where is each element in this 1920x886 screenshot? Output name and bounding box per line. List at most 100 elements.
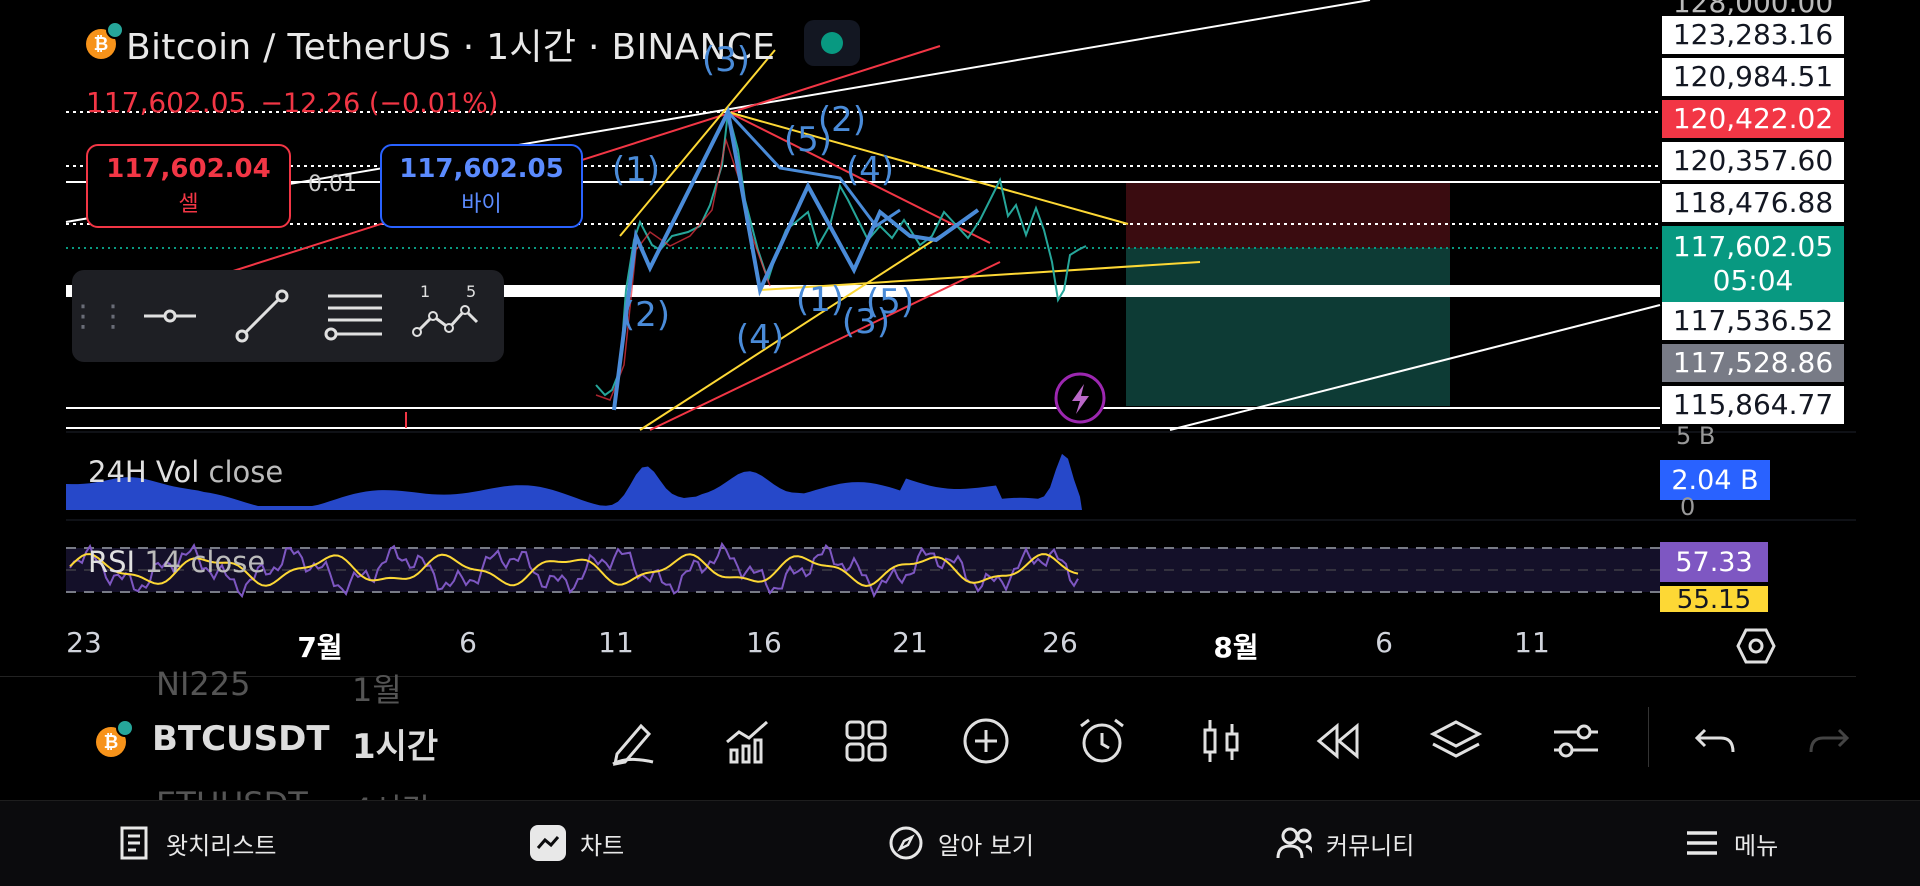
elliott-wave[interactable] (612, 105, 980, 411)
elliott-wave-label[interactable]: (4) (845, 150, 895, 190)
time-tick-month: 7월 (297, 631, 343, 664)
spread-value: 0.01 (308, 172, 357, 197)
interval-selector[interactable]: 1시간 (352, 727, 439, 767)
time-tick: 26 (1042, 626, 1078, 659)
elliott-wave-label[interactable]: (2) (621, 295, 671, 335)
time-tick: 23 (66, 626, 102, 659)
time-tick: 6 (459, 626, 477, 659)
buy-price: 117,602.05 (399, 154, 564, 184)
community-icon (1276, 825, 1312, 861)
time-tick: 16 (746, 626, 782, 659)
fib-tool-icon[interactable] (308, 270, 400, 362)
time-tick: 11 (1514, 626, 1550, 659)
rsi-title: RSI (88, 545, 136, 579)
trend-line[interactable] (229, 45, 941, 273)
rsi-value: 57.33 (1660, 542, 1768, 582)
redo-icon[interactable] (1800, 713, 1856, 769)
prev-interval[interactable]: 1월 (352, 671, 402, 709)
trend-line[interactable] (759, 261, 1201, 291)
nav-community-label: 커뮤니티 (1326, 831, 1415, 860)
trend-line-tool-icon[interactable] (216, 270, 308, 362)
nav-chart[interactable]: 차트 (530, 825, 624, 861)
watchlist-icon (116, 825, 152, 861)
elliott-wave-label[interactable]: (1) (611, 150, 661, 190)
horizontal-line-tool-icon[interactable] (124, 270, 216, 362)
nav-watchlist[interactable]: 왓치리스트 (116, 825, 276, 861)
take-profit-zone[interactable] (1126, 248, 1450, 406)
lightning-icon[interactable] (1054, 372, 1106, 424)
grid-icon[interactable] (838, 713, 894, 769)
sell-label: 셀 (178, 192, 199, 217)
time-tick: 6 (1375, 626, 1393, 659)
price-series (595, 111, 1087, 397)
candles-icon[interactable] (1194, 713, 1250, 769)
wave-label-5: 5 (466, 282, 477, 301)
elliott-wave-label[interactable]: (3) (701, 40, 751, 80)
pencil-icon[interactable] (604, 713, 660, 769)
symbol-selector[interactable]: BTCUSDT (152, 719, 330, 759)
price-change: −12.26 (−0.01%) (260, 88, 499, 119)
buy-button[interactable]: 117,602.05 바이 (380, 144, 583, 228)
rsi-legend[interactable]: RSI 14 close (88, 545, 265, 579)
nav-explore[interactable]: 알아 보기 (888, 825, 1034, 861)
add-icon[interactable] (958, 713, 1014, 769)
price-label: 117,536.52 (1662, 302, 1844, 340)
market-status-icon[interactable] (804, 20, 860, 66)
indicators-icon[interactable] (720, 713, 776, 769)
trend-line[interactable] (619, 49, 776, 237)
symbol-header[interactable]: ₿ Bitcoin / TetherUS · 1시간 · BINANCE (86, 18, 775, 70)
trend-line[interactable] (1169, 304, 1661, 431)
elliott-wave-sub[interactable] (726, 110, 901, 229)
trend-line[interactable] (727, 111, 1129, 225)
time-tick-month: 8월 (1213, 631, 1259, 664)
nav-community[interactable]: 커뮤니티 (1276, 825, 1414, 861)
price-label-high: 120,422.02 (1662, 100, 1844, 138)
drag-handle-icon[interactable]: ⋮⋮ (68, 298, 128, 334)
drawing-toolbar: ⋮⋮ 1 5 (68, 270, 504, 362)
sell-button[interactable]: 117,602.04 셀 (86, 144, 291, 228)
rsi-params: 14 close (144, 545, 266, 579)
elliott-wave-label[interactable]: (1) (795, 280, 845, 320)
time-axis[interactable]: 23 7월 6 11 16 21 26 8월 6 11 (0, 612, 1856, 676)
prev-symbol[interactable]: NI225 (156, 665, 251, 703)
price-label: 120,984.51 (1662, 58, 1844, 96)
price-label: 123,283.16 (1662, 16, 1844, 54)
elliott-wave-label[interactable]: (5) (865, 282, 915, 322)
toolbar-separator (1648, 707, 1649, 767)
last-price: 117,602.05 (86, 86, 247, 119)
elliott-wave-label[interactable]: (2) (817, 100, 867, 140)
time-tick: 21 (892, 626, 928, 659)
alarm-icon[interactable] (1074, 713, 1130, 769)
trend-line[interactable] (639, 235, 941, 431)
chart-settings-icon[interactable] (1736, 626, 1776, 666)
rsi-signal-line (69, 553, 1079, 588)
bottom-navigation: 왓치리스트 차트 알아 보기 커뮤니티 메뉴 (0, 800, 1920, 886)
menu-icon (1684, 825, 1720, 861)
volume-scale-top: 5 B (1676, 422, 1716, 450)
stop-loss-zone[interactable] (1126, 182, 1450, 248)
price-summary: 117,602.05 −12.26 (−0.01%) (86, 86, 498, 119)
bar-countdown: 05:04 (1712, 264, 1794, 297)
volume-scale-bottom: 0 (1680, 493, 1696, 521)
elliott-wave-label[interactable]: (4) (735, 318, 785, 358)
undo-icon[interactable] (1688, 713, 1744, 769)
trend-line[interactable] (649, 261, 1001, 431)
bitcoin-icon: ₿ (96, 719, 134, 757)
sell-price: 117,602.04 (106, 154, 271, 184)
price-label: 120,357.60 (1662, 142, 1844, 180)
layers-icon[interactable] (1428, 713, 1484, 769)
settings-sliders-icon[interactable] (1548, 713, 1604, 769)
nav-watchlist-label: 왓치리스트 (166, 831, 277, 860)
elliott-wave-label[interactable]: (3) (841, 302, 891, 342)
price-label: 118,476.88 (1662, 184, 1844, 222)
volume-legend[interactable]: 24H Vol close (88, 455, 283, 489)
replay-icon[interactable] (1310, 713, 1366, 769)
trend-line[interactable] (727, 111, 991, 244)
price-axis-top: 128,000.00 (1672, 0, 1834, 19)
elliott-wave-label[interactable]: (5) (783, 120, 833, 160)
nav-menu[interactable]: 메뉴 (1684, 825, 1778, 861)
price-label: 115,864.77 (1662, 386, 1844, 424)
elliott-wave-tool-icon[interactable]: 1 5 (400, 270, 492, 362)
volume-value: 2.04 B (1660, 460, 1770, 500)
time-tick: 11 (598, 626, 634, 659)
